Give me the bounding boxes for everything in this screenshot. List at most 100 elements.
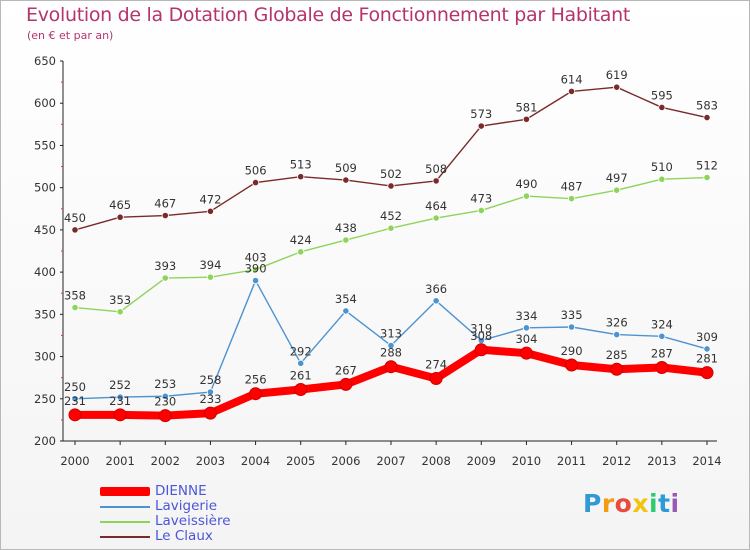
data-label: 497 xyxy=(606,171,628,185)
x-tick-label: 2005 xyxy=(286,454,315,468)
data-label: 309 xyxy=(696,330,718,344)
data-label: 304 xyxy=(515,332,537,346)
data-point xyxy=(567,87,576,96)
data-label: 583 xyxy=(696,99,718,113)
data-point xyxy=(206,273,215,281)
data-point xyxy=(522,192,531,200)
data-label: 467 xyxy=(154,197,176,211)
x-tick-label: 2004 xyxy=(241,454,270,468)
data-label: 253 xyxy=(154,377,176,391)
data-label: 502 xyxy=(380,167,402,181)
x-tick-label: 2007 xyxy=(376,454,405,468)
data-point xyxy=(522,324,531,332)
data-point xyxy=(522,115,531,123)
data-point xyxy=(251,179,260,187)
proxiti-logo: Proxiti xyxy=(583,489,680,518)
logo-letter: x xyxy=(632,489,649,518)
data-point xyxy=(613,186,621,194)
data-point xyxy=(294,382,308,396)
data-point xyxy=(116,213,124,221)
legend-label: DIENNE xyxy=(155,483,207,499)
data-label: 403 xyxy=(245,251,267,265)
data-point xyxy=(206,388,215,396)
data-point xyxy=(387,224,395,232)
data-point xyxy=(567,323,576,331)
chart-title: Evolution de la Dotation Globale de Fonc… xyxy=(26,4,631,26)
data-label: 394 xyxy=(199,258,221,272)
data-label: 390 xyxy=(245,262,267,276)
data-point xyxy=(161,211,169,220)
data-point xyxy=(567,195,576,203)
data-point xyxy=(565,358,579,372)
y-tick-label: 200 xyxy=(34,434,56,448)
data-label: 258 xyxy=(199,373,221,387)
y-tick-label: 400 xyxy=(34,265,56,279)
data-label: 267 xyxy=(335,363,357,377)
data-point xyxy=(251,265,260,274)
data-point xyxy=(432,297,440,305)
data-label: 274 xyxy=(425,358,447,372)
data-point xyxy=(613,83,621,91)
data-label: 595 xyxy=(651,88,673,102)
y-tick-label: 250 xyxy=(34,392,56,406)
data-label: 619 xyxy=(606,68,628,82)
data-point xyxy=(116,393,124,401)
legend-swatch xyxy=(100,536,150,538)
data-point xyxy=(203,406,217,420)
data-label: 573 xyxy=(470,107,492,121)
data-point xyxy=(342,236,350,244)
logo-letter: P xyxy=(583,489,602,518)
data-label: 509 xyxy=(335,161,357,175)
logo-letter: i xyxy=(670,489,680,518)
data-label: 472 xyxy=(199,192,221,206)
data-label: 513 xyxy=(290,158,312,172)
data-label: 510 xyxy=(651,160,673,174)
data-label: 464 xyxy=(425,199,447,213)
y-tick-label: 550 xyxy=(34,138,56,152)
legend-swatch xyxy=(100,487,150,496)
data-label: 354 xyxy=(335,292,357,306)
x-tick-label: 2006 xyxy=(331,454,360,468)
data-point xyxy=(71,395,79,403)
x-tick-label: 2012 xyxy=(602,454,631,468)
data-label: 281 xyxy=(696,352,718,366)
data-label: 490 xyxy=(515,177,537,191)
x-tick-label: 2000 xyxy=(60,454,89,468)
legend-label: Laveissière xyxy=(155,513,231,529)
chart-subtitle: (en € et par an) xyxy=(27,29,114,42)
data-label: 287 xyxy=(651,347,673,361)
data-label: 512 xyxy=(696,159,718,173)
data-point xyxy=(613,330,621,339)
data-point xyxy=(658,332,666,340)
legend-label: Le Claux xyxy=(155,528,213,544)
data-point xyxy=(342,307,350,315)
data-point xyxy=(474,343,488,357)
data-label: 581 xyxy=(515,100,537,114)
data-label: 326 xyxy=(606,316,628,330)
logo-letter: o xyxy=(614,489,633,518)
data-label: 424 xyxy=(290,233,312,247)
logo-letter: i xyxy=(649,489,659,518)
data-point xyxy=(432,177,440,185)
data-point xyxy=(116,308,124,316)
legend-swatch xyxy=(100,506,150,508)
data-point xyxy=(206,207,215,215)
data-label: 452 xyxy=(380,209,402,223)
data-label: 487 xyxy=(561,180,583,194)
data-point xyxy=(477,206,485,215)
data-point xyxy=(387,182,395,190)
data-label: 250 xyxy=(64,380,86,394)
data-label: 473 xyxy=(470,191,492,205)
data-point xyxy=(700,366,714,380)
data-point xyxy=(387,341,395,350)
data-label: 231 xyxy=(109,394,131,408)
data-label: 288 xyxy=(380,346,402,360)
x-tick-label: 2013 xyxy=(647,454,676,468)
y-tick-label: 600 xyxy=(34,96,56,110)
data-point xyxy=(161,274,169,282)
data-label: 614 xyxy=(561,72,583,86)
data-label: 324 xyxy=(651,317,673,331)
data-label: 335 xyxy=(561,308,583,322)
data-label: 256 xyxy=(245,373,267,387)
data-label: 506 xyxy=(245,164,267,178)
